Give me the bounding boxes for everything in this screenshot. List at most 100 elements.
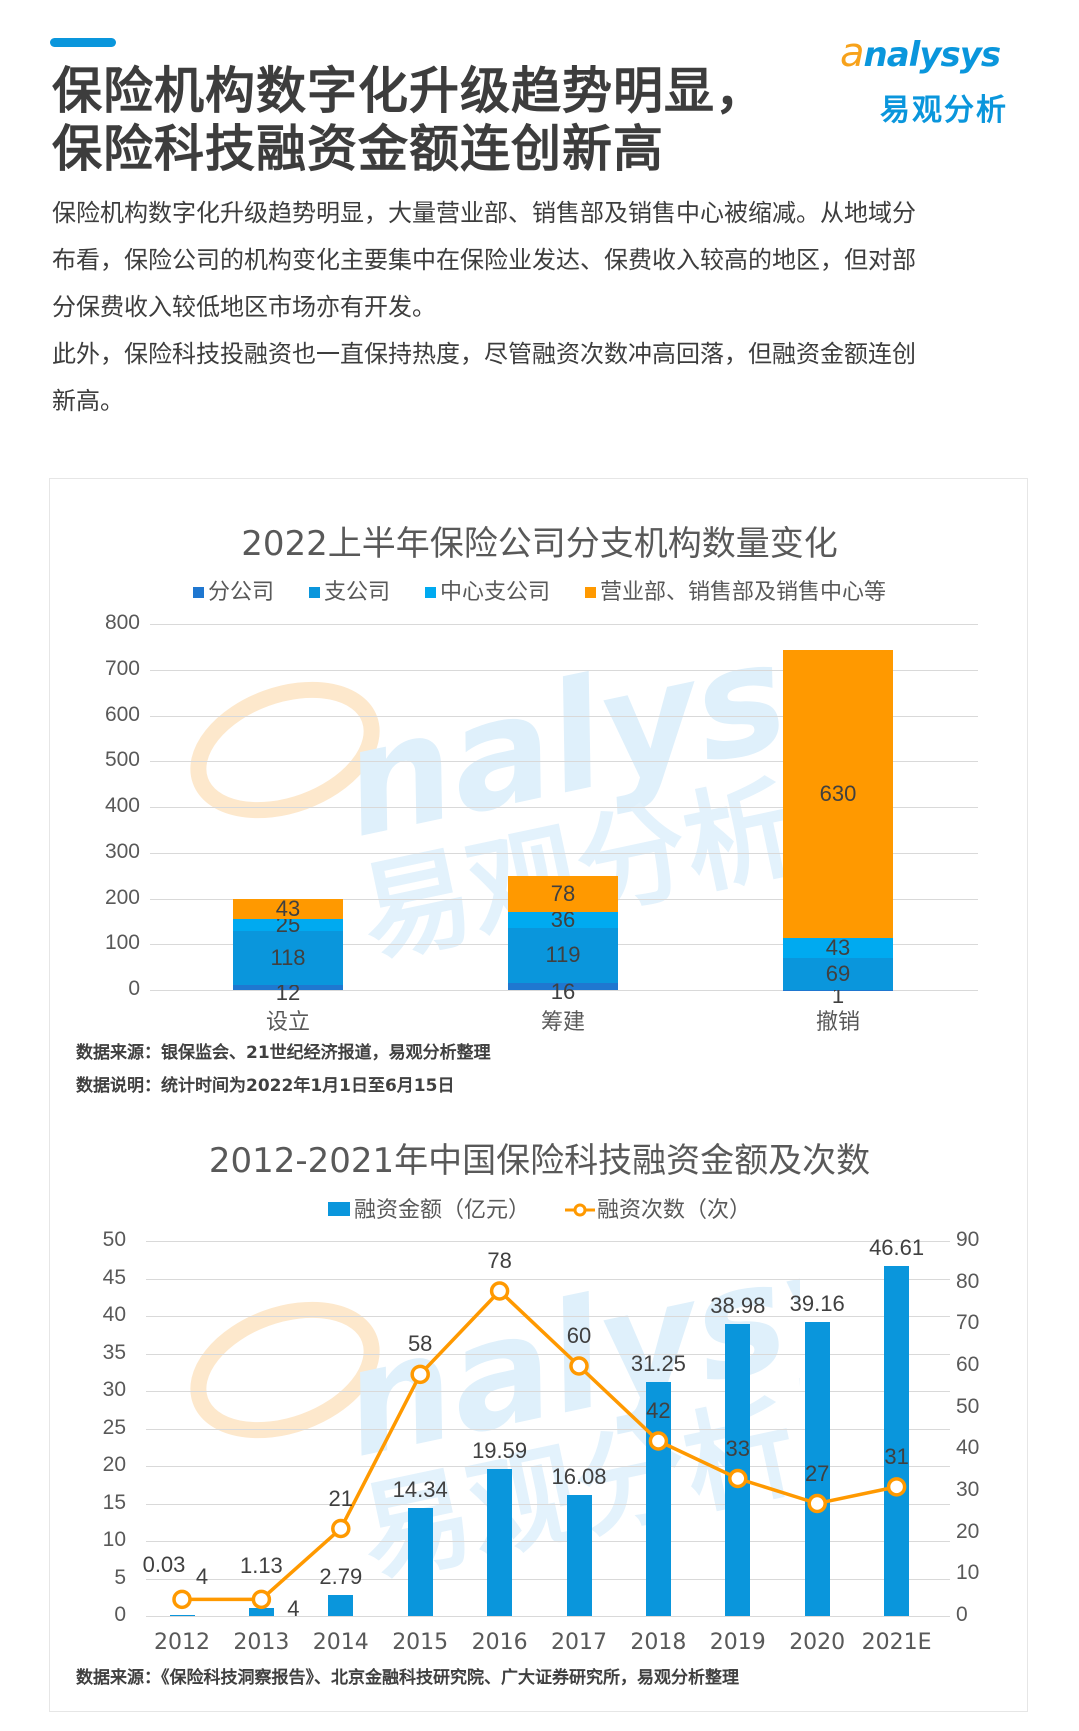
gridline — [150, 669, 978, 671]
line-value-label: 27 — [804, 1460, 830, 1486]
x-category-label: 2020 — [789, 1630, 846, 1655]
x-category-label: 撤销 — [815, 1010, 861, 1035]
y-right-tick: 90 — [956, 1228, 980, 1251]
line-value-label: 78 — [487, 1248, 512, 1273]
x-category-label: 筹建 — [540, 1010, 586, 1035]
y-left-tick: 35 — [102, 1340, 126, 1364]
legend-swatch — [327, 1202, 350, 1216]
x-category-label: 2015 — [392, 1630, 449, 1655]
x-category-label: 2013 — [233, 1630, 290, 1655]
y-tick: 600 — [104, 702, 140, 726]
y-left-tick: 0 — [114, 1603, 126, 1626]
y-right-tick: 30 — [956, 1478, 980, 1501]
gridline — [150, 990, 978, 991]
y-left-tick: 50 — [102, 1228, 126, 1251]
data-label: 119 — [545, 942, 581, 968]
y-tick: 700 — [104, 656, 140, 680]
page-title: 保险机构数字化升级趋势明显， 保险科技融资金额连创新高 — [52, 62, 766, 178]
chart1-source: 数据来源：银保监会、21世纪经济报道，易观分析整理 — [76, 1043, 491, 1063]
legend-swatch — [425, 587, 436, 598]
gridline — [150, 624, 978, 625]
x-category-label: 2016 — [471, 1630, 528, 1655]
bar-segment — [233, 984, 343, 990]
bar-segment — [508, 928, 618, 983]
gridline — [150, 761, 978, 763]
data-label: 43 — [825, 935, 851, 961]
y-left-tick: 25 — [102, 1415, 126, 1439]
line-value-label: 4 — [195, 1564, 209, 1590]
line-value-label: 4 — [287, 1596, 300, 1622]
y-left-tick: 30 — [102, 1378, 126, 1401]
accent-bar — [50, 38, 116, 47]
line-marker-icon — [565, 1203, 595, 1217]
bar-value-label: 19.59 — [472, 1438, 528, 1464]
chart2-legend: 融资金额（亿元） 融资次数（次） — [0, 1192, 1079, 1224]
legend-swatch — [585, 587, 597, 598]
legend-item-amount: 融资金额（亿元） — [327, 1198, 530, 1223]
bar — [725, 1323, 751, 1616]
data-label: 69 — [825, 960, 851, 986]
gridline — [146, 1241, 950, 1242]
bar — [884, 1266, 910, 1616]
bar-segment — [233, 899, 343, 920]
legend-item-zhongxin: 中心支公司 — [425, 580, 550, 605]
bar-value-label: 1.13 — [239, 1552, 283, 1578]
analysys-logo: analysys 易观分析 — [840, 30, 1008, 128]
legend-item-yingye: 营业部、销售部及销售中心等 — [585, 580, 886, 605]
bar — [169, 1615, 195, 1616]
y-tick: 400 — [104, 794, 140, 817]
line-value-label: 31 — [884, 1443, 909, 1469]
y-left-tick: 20 — [102, 1453, 126, 1476]
bar-value-label: 16.08 — [551, 1464, 607, 1490]
bar — [248, 1607, 274, 1616]
bar-segment — [783, 938, 893, 958]
line-value-label: 21 — [328, 1485, 354, 1511]
y-tick: 500 — [104, 748, 140, 772]
data-label: 118 — [270, 944, 306, 970]
y-tick: 300 — [104, 839, 140, 863]
chart2-title: 2012-2021年中国保险科技融资金额及次数 — [208, 1141, 871, 1181]
data-label: 630 — [819, 781, 857, 807]
x-category-label: 2018 — [630, 1630, 687, 1655]
y-right-tick: 0 — [956, 1603, 968, 1626]
chart1-title: 2022上半年保险公司分支机构数量变化 — [241, 524, 838, 564]
y-right-tick: 40 — [956, 1436, 980, 1460]
line-value-label: 60 — [566, 1323, 592, 1348]
bar-value-label: 38.98 — [710, 1292, 766, 1318]
bar-value-label: 0.03 — [142, 1552, 186, 1577]
legend-item-count: 融资次数（次） — [565, 1198, 751, 1223]
data-label: 16 — [550, 979, 576, 1005]
y-right-tick: 70 — [956, 1311, 980, 1335]
y-tick: 200 — [104, 885, 140, 909]
gridline — [146, 1616, 950, 1617]
bar-value-label: 14.34 — [392, 1477, 448, 1503]
y-left-tick: 15 — [102, 1490, 126, 1514]
gridline — [150, 715, 978, 717]
data-label: 78 — [550, 880, 576, 906]
gridline — [150, 852, 978, 854]
legend-item-fen: 分公司 — [192, 580, 274, 605]
y-left-tick: 45 — [102, 1265, 126, 1289]
bar — [566, 1495, 592, 1616]
x-category-label: 2012 — [154, 1630, 210, 1655]
x-category-label: 设立 — [265, 1010, 311, 1035]
y-tick: 800 — [104, 611, 140, 634]
bar-segment — [508, 911, 618, 929]
y-left-tick: 5 — [114, 1565, 126, 1589]
x-category-label: 2014 — [312, 1630, 369, 1655]
chart1-legend: 分公司 支公司 中心支公司 营业部、销售部及销售中心等 — [0, 574, 1079, 606]
y-right-tick: 50 — [956, 1394, 980, 1418]
line-value-label: 42 — [646, 1398, 671, 1423]
bar-value-label: 39.16 — [789, 1291, 845, 1317]
bar-value-label: 31.25 — [630, 1350, 686, 1376]
intro-paragraph: 保险机构数字化升级趋势明显，大量营业部、销售部及销售中心被缩减。从地域分 布看，… — [52, 199, 916, 415]
bar-value-label: 2.79 — [319, 1564, 363, 1590]
y-right-tick: 20 — [956, 1519, 980, 1543]
bar-segment — [233, 919, 343, 931]
bar-segment — [783, 957, 893, 990]
bar — [328, 1595, 354, 1616]
gridline — [150, 807, 978, 808]
bar-value-label: 46.61 — [869, 1235, 925, 1261]
line-value-label: 33 — [725, 1435, 751, 1461]
y-tick: 100 — [104, 931, 140, 955]
